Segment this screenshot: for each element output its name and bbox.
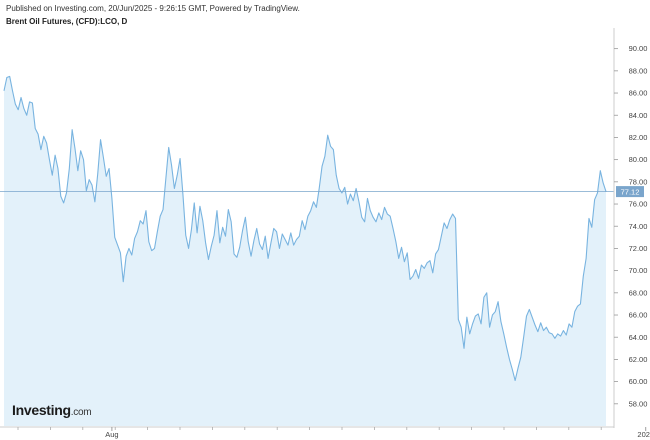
y-tick-label: 58.00 [629, 399, 648, 408]
y-tick-label: 84.00 [629, 111, 648, 120]
logo-main: Investing [12, 402, 71, 418]
y-axis: 90.00 88.00 86.00 84.00 82.00 80.00 78.00 76.00… [613, 28, 648, 428]
price-area-fill [4, 76, 606, 426]
y-tick-label: 88.00 [629, 66, 648, 75]
y-tick-label: 66.00 [629, 311, 648, 320]
x-tick-label: 2025 [637, 430, 650, 439]
y-tick-label: 86.00 [629, 89, 648, 98]
y-tick-label: 74.00 [629, 222, 648, 231]
price-line [3, 75, 607, 382]
y-tick-label: 90.00 [629, 44, 648, 53]
y-tick-label: 78.00 [629, 177, 648, 186]
published-note: Published on Investing.com, 20/Jun/2025 … [6, 4, 300, 13]
y-tick-label: 82.00 [629, 133, 648, 142]
y-tick-label: 62.00 [629, 355, 648, 364]
y-tick-label: 76.00 [629, 200, 648, 209]
investing-logo: Investing.com [12, 402, 92, 418]
x-tick-label: Aug [105, 430, 118, 439]
chart-title: Brent Oil Futures, (CFD):LCO, D [6, 17, 128, 26]
y-tick-label: 68.00 [629, 288, 648, 297]
last-price-label: 77.12 [621, 187, 640, 196]
logo-suffix: .com [70, 407, 92, 418]
y-tick-label: 64.00 [629, 333, 648, 342]
x-axis: Aug 2025 [0, 426, 650, 439]
y-tick-label: 60.00 [629, 377, 648, 386]
last-price-tag [616, 186, 644, 198]
y-tick-label: 72.00 [629, 244, 648, 253]
plot-area [0, 75, 614, 426]
y-tick-label: 70.00 [629, 266, 648, 275]
y-tick-label: 80.00 [629, 155, 648, 164]
